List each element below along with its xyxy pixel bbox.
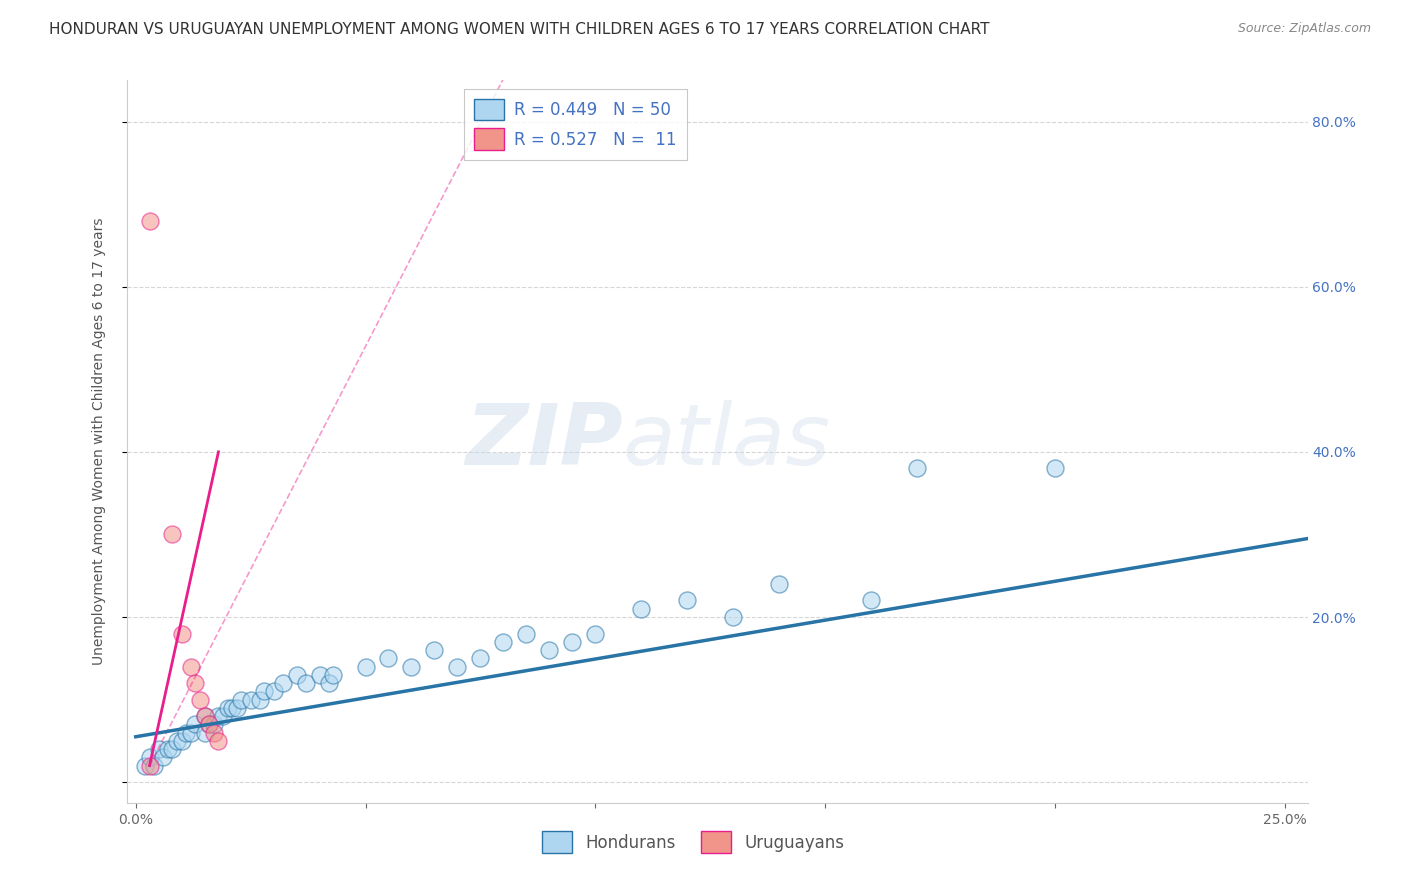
- Point: [162, 742, 184, 756]
- Point: [231, 692, 253, 706]
- Point: [515, 626, 537, 640]
- Point: [249, 692, 271, 706]
- Point: [470, 651, 492, 665]
- Point: [354, 659, 377, 673]
- Point: [217, 701, 239, 715]
- Point: [212, 709, 235, 723]
- Point: [148, 742, 170, 756]
- Point: [180, 659, 202, 673]
- Point: [221, 701, 243, 715]
- Point: [318, 676, 340, 690]
- Point: [170, 734, 193, 748]
- Point: [138, 758, 160, 772]
- Point: [308, 668, 330, 682]
- Point: [198, 717, 221, 731]
- Point: [170, 626, 193, 640]
- Point: [134, 758, 156, 772]
- Point: [492, 634, 515, 648]
- Point: [263, 684, 285, 698]
- Point: [152, 750, 174, 764]
- Point: [207, 734, 229, 748]
- Point: [446, 659, 468, 673]
- Point: [188, 692, 211, 706]
- Point: [905, 461, 928, 475]
- Point: [156, 742, 179, 756]
- Text: HONDURAN VS URUGUAYAN UNEMPLOYMENT AMONG WOMEN WITH CHILDREN AGES 6 TO 17 YEARS : HONDURAN VS URUGUAYAN UNEMPLOYMENT AMONG…: [49, 22, 990, 37]
- Point: [377, 651, 399, 665]
- Point: [239, 692, 262, 706]
- Point: [207, 709, 229, 723]
- Text: atlas: atlas: [623, 400, 831, 483]
- Point: [322, 668, 344, 682]
- Point: [271, 676, 294, 690]
- Legend: Hondurans, Uruguayans: Hondurans, Uruguayans: [536, 825, 851, 860]
- Point: [630, 601, 652, 615]
- Point: [194, 709, 217, 723]
- Point: [138, 750, 160, 764]
- Point: [194, 709, 217, 723]
- Point: [184, 676, 207, 690]
- Point: [583, 626, 606, 640]
- Point: [676, 593, 699, 607]
- Point: [198, 717, 221, 731]
- Point: [1043, 461, 1066, 475]
- Point: [768, 577, 790, 591]
- Point: [561, 634, 583, 648]
- Point: [202, 717, 225, 731]
- Point: [174, 725, 197, 739]
- Text: Source: ZipAtlas.com: Source: ZipAtlas.com: [1237, 22, 1371, 36]
- Point: [294, 676, 316, 690]
- Point: [285, 668, 308, 682]
- Point: [721, 610, 744, 624]
- Point: [166, 734, 188, 748]
- Point: [401, 659, 423, 673]
- Point: [143, 758, 166, 772]
- Point: [202, 725, 225, 739]
- Point: [225, 701, 247, 715]
- Y-axis label: Unemployment Among Women with Children Ages 6 to 17 years: Unemployment Among Women with Children A…: [91, 218, 105, 665]
- Point: [423, 643, 446, 657]
- Point: [180, 725, 202, 739]
- Text: ZIP: ZIP: [465, 400, 623, 483]
- Point: [253, 684, 276, 698]
- Point: [138, 213, 160, 227]
- Point: [859, 593, 882, 607]
- Point: [194, 725, 217, 739]
- Point: [538, 643, 561, 657]
- Point: [184, 717, 207, 731]
- Point: [162, 527, 184, 541]
